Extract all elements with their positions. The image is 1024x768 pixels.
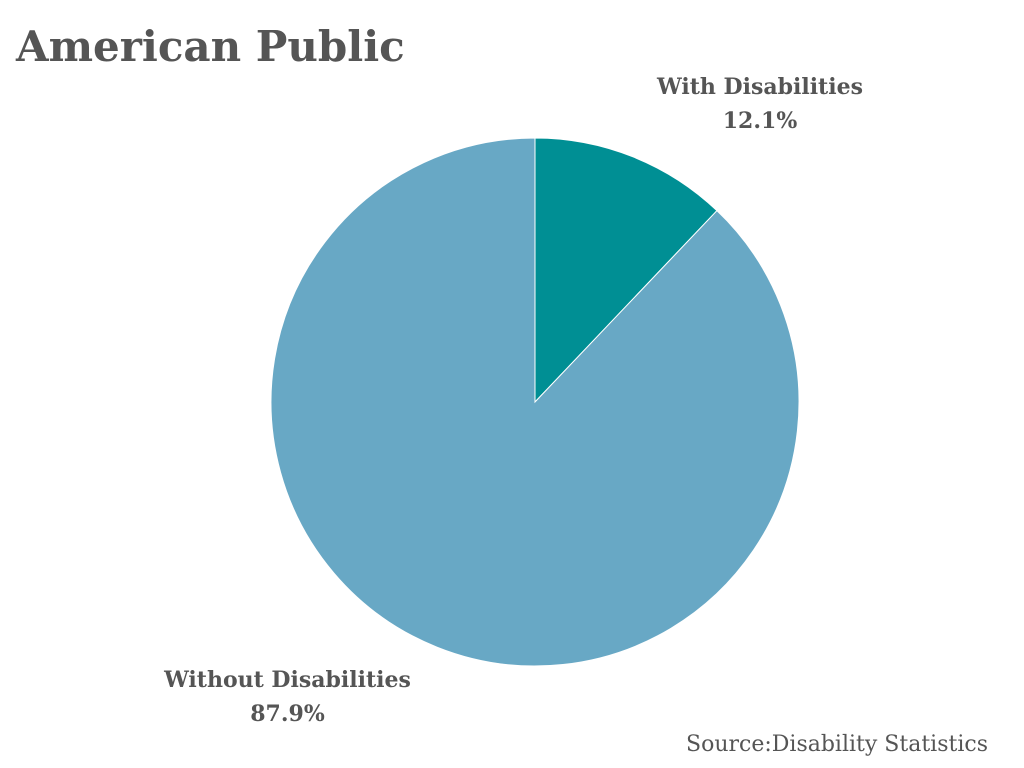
source-note: Source:Disability Statistics (686, 732, 988, 757)
slice-with-disabilities (534, 137, 718, 404)
chart-title: American Public (16, 22, 405, 71)
slice-name: With Disabilities (657, 74, 863, 100)
slice-label-with-disabilities: With Disabilities 12.1% (640, 70, 880, 138)
slice-label-without-disabilities: Without Disabilities 87.9% (140, 663, 435, 731)
slice-without-disabilities (270, 137, 800, 667)
slice-name: Without Disabilities (164, 667, 411, 693)
slice-value: 12.1% (722, 108, 798, 134)
slice-value: 87.9% (250, 701, 325, 727)
